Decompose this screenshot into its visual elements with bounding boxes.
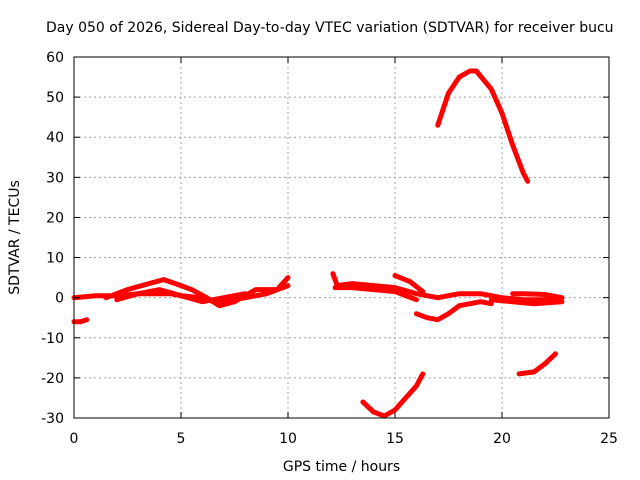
y-tick-label: -20	[41, 371, 64, 387]
grid-lines	[74, 57, 609, 418]
y-tick-label: 0	[55, 291, 64, 307]
y-tick-label: 20	[46, 210, 64, 226]
y-tick-label: 10	[46, 251, 64, 267]
series-arc-3	[103, 275, 291, 309]
chart-title: Day 050 of 2026, Sidereal Day-to-day VTE…	[46, 20, 614, 36]
series-arc-13	[488, 297, 565, 307]
series-arc-6	[332, 285, 419, 303]
series-arc-11	[516, 351, 558, 377]
y-tick-label: -10	[41, 331, 64, 347]
plot-frame	[73, 56, 610, 419]
x-axis-label: GPS time / hours	[283, 459, 400, 475]
x-tick-label: 0	[70, 431, 79, 447]
y-tick-label: 40	[46, 130, 64, 146]
x-tick-label: 20	[493, 431, 511, 447]
y-tick-label: -30	[41, 411, 64, 427]
series-arc-4	[114, 287, 248, 305]
y-tick-label: 50	[46, 90, 64, 106]
data-series	[71, 68, 565, 419]
axis-ticks: 0 5 10 15 20 25 -30 -20 -10 0 10 20 30 40 50 60	[41, 50, 618, 447]
y-axis-label: SDTVAR / TECUs	[7, 180, 23, 295]
y-tick-label: 60	[46, 50, 64, 66]
series-arc-5	[330, 271, 565, 303]
series-arc-10	[360, 371, 426, 419]
x-tick-label: 25	[600, 431, 618, 447]
x-tick-label: 5	[177, 431, 186, 447]
x-tick-label: 10	[279, 431, 297, 447]
series-arc-12	[510, 291, 565, 301]
series-arc-8	[413, 299, 494, 323]
x-tick-label: 15	[386, 431, 404, 447]
y-tick-label: 30	[46, 170, 64, 186]
series-arc-9	[435, 68, 531, 184]
series-arc-7	[392, 273, 426, 295]
series-arc-1	[71, 317, 90, 325]
